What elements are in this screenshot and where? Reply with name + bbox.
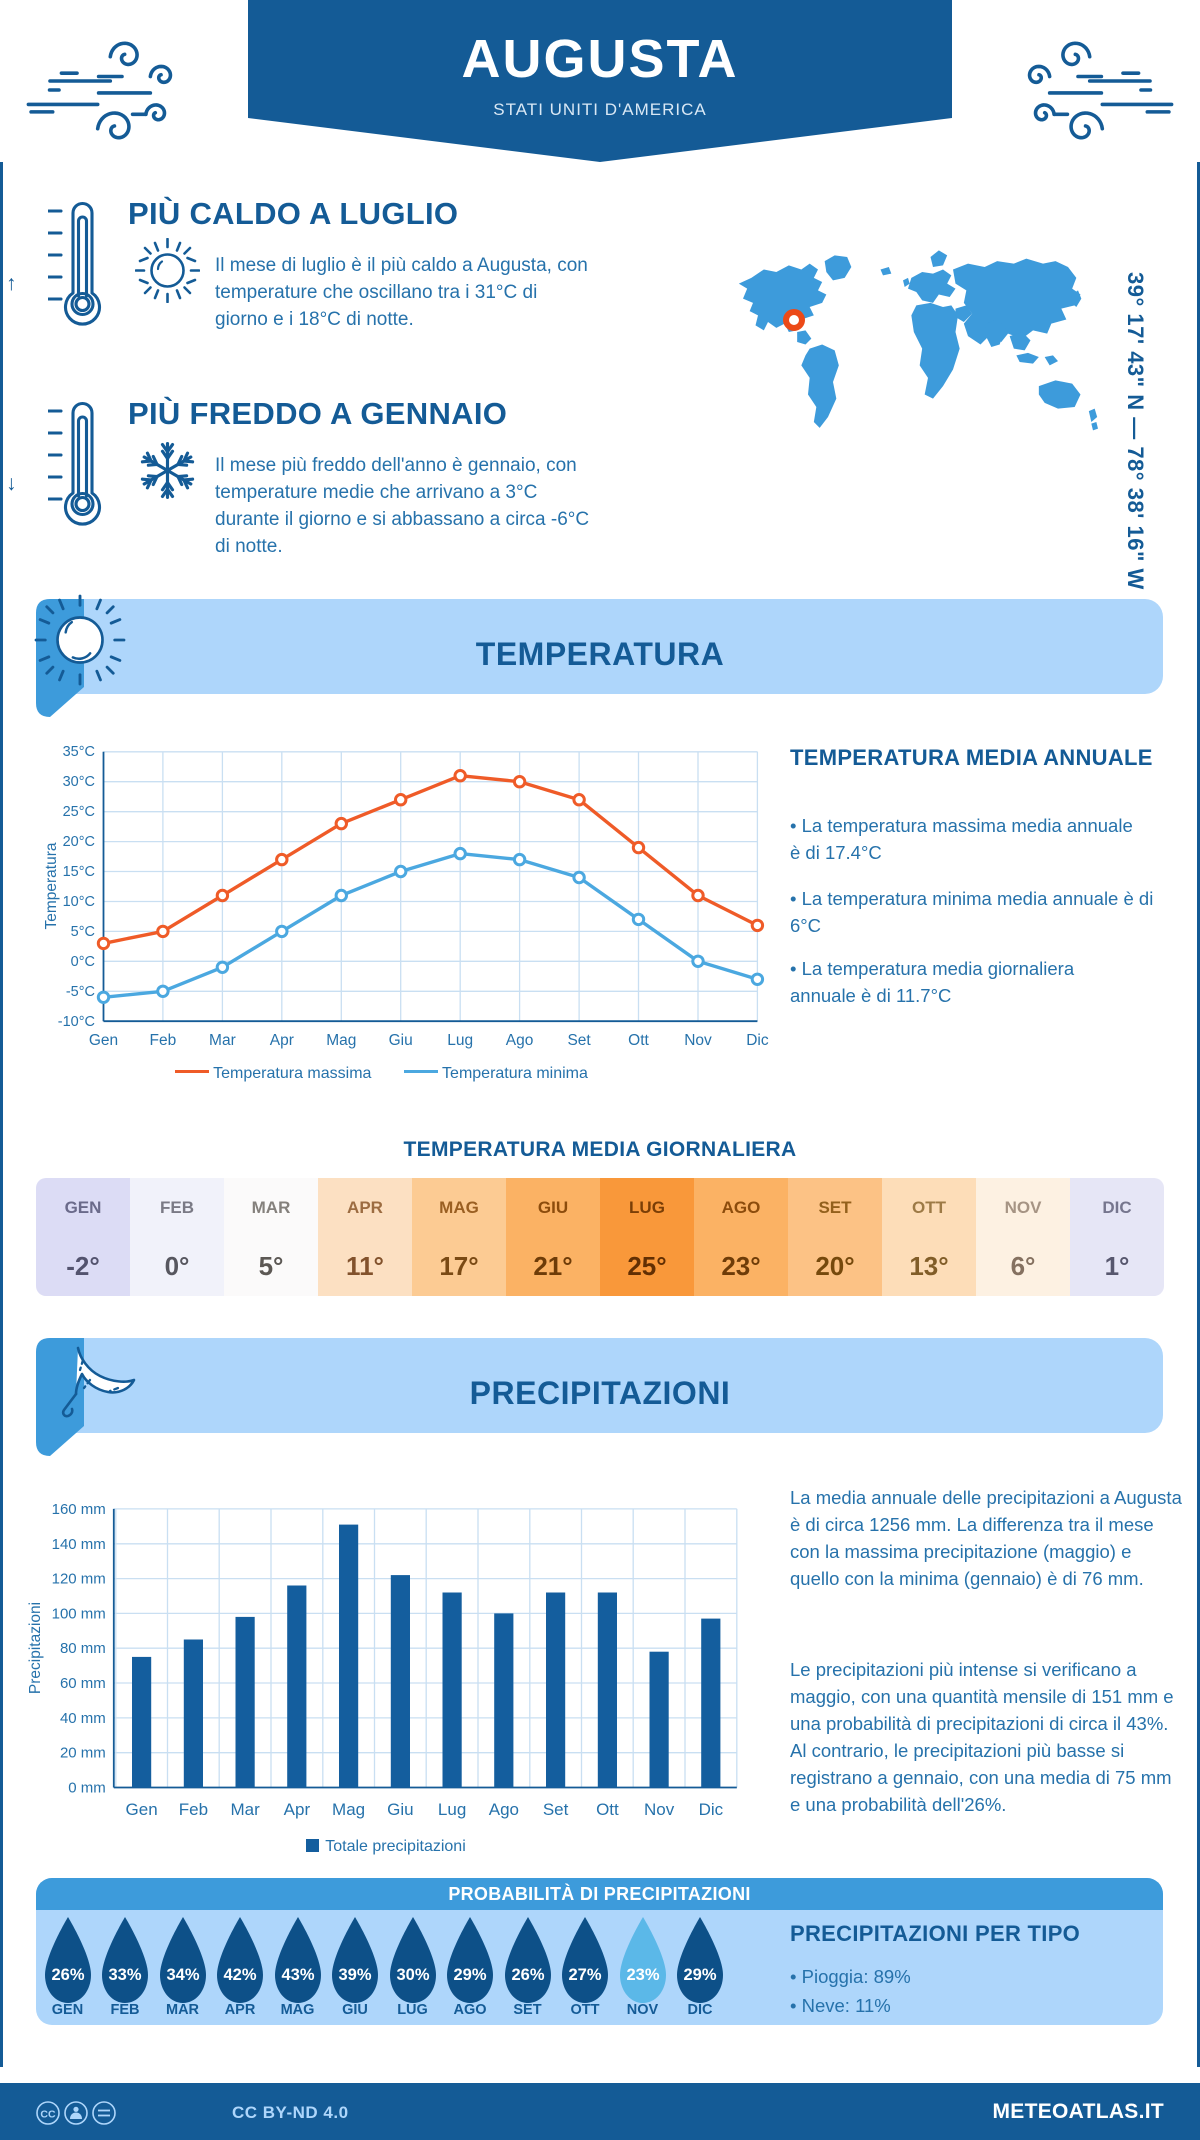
svg-text:26%: 26% xyxy=(51,1966,84,1984)
svg-text:Gen: Gen xyxy=(126,1800,158,1819)
svg-text:Ott: Ott xyxy=(596,1800,619,1819)
svg-text:120 mm: 120 mm xyxy=(52,1571,106,1588)
svg-text:20 mm: 20 mm xyxy=(60,1745,106,1762)
svg-text:80 mm: 80 mm xyxy=(60,1640,106,1657)
svg-text:26%: 26% xyxy=(511,1966,544,1984)
svg-text:39%: 39% xyxy=(338,1966,371,1984)
svg-text:43%: 43% xyxy=(281,1966,314,1984)
svg-text:Lug: Lug xyxy=(438,1800,466,1819)
svg-text:Dic: Dic xyxy=(699,1800,724,1819)
svg-text:Ago: Ago xyxy=(489,1800,519,1819)
svg-text:Mar: Mar xyxy=(230,1800,260,1819)
svg-text:Apr: Apr xyxy=(284,1800,311,1819)
svg-text:100 mm: 100 mm xyxy=(52,1605,106,1622)
svg-text:29%: 29% xyxy=(453,1966,486,1984)
svg-text:34%: 34% xyxy=(166,1966,199,1984)
svg-text:29%: 29% xyxy=(683,1966,716,1984)
svg-text:Mag: Mag xyxy=(332,1800,365,1819)
svg-text:140 mm: 140 mm xyxy=(52,1536,106,1553)
svg-text:Set: Set xyxy=(543,1800,569,1819)
svg-text:30%: 30% xyxy=(396,1966,429,1984)
svg-text:Nov: Nov xyxy=(644,1800,675,1819)
svg-text:27%: 27% xyxy=(568,1966,601,1984)
svg-text:42%: 42% xyxy=(223,1966,256,1984)
svg-text:Precipitazioni: Precipitazioni xyxy=(27,1602,44,1694)
svg-text:60 mm: 60 mm xyxy=(60,1675,106,1692)
svg-text:160 mm: 160 mm xyxy=(52,1501,106,1518)
svg-text:Feb: Feb xyxy=(179,1800,208,1819)
svg-text:0 mm: 0 mm xyxy=(68,1780,106,1797)
svg-text:23%: 23% xyxy=(626,1966,659,1984)
svg-text:40 mm: 40 mm xyxy=(60,1710,106,1727)
svg-text:33%: 33% xyxy=(108,1966,141,1984)
svg-text:Giu: Giu xyxy=(387,1800,413,1819)
